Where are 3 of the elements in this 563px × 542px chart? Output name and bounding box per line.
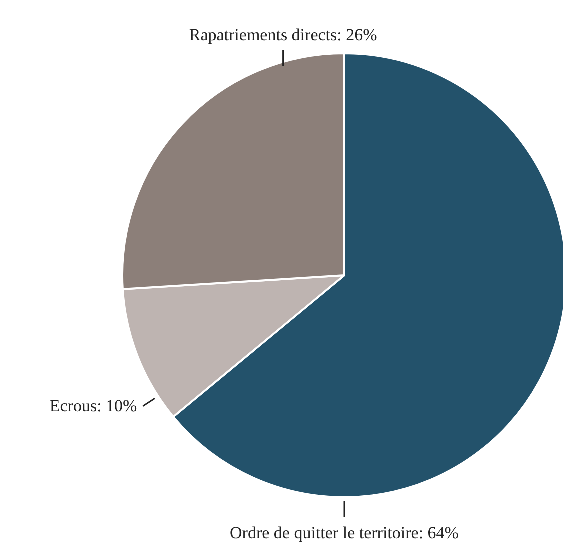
slice-label: Ecrous: 10% (50, 396, 138, 416)
slice-label: Rapatriements directs: 26% (189, 25, 378, 44)
slice-label: Ordre de quitter le territoire: 64% (230, 524, 459, 542)
